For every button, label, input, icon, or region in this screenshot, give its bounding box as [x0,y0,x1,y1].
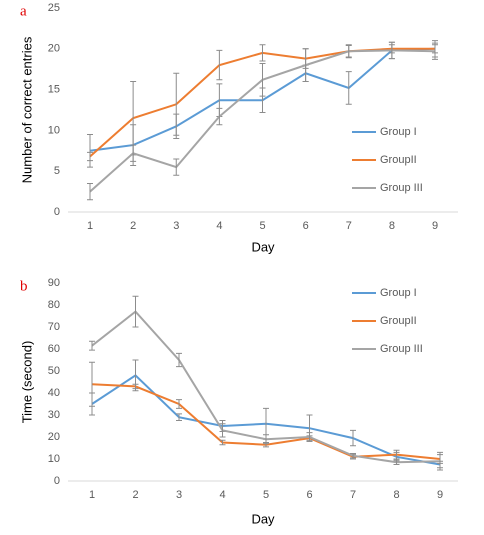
error-bar [393,449,400,460]
x-tick-label: 2 [130,220,136,232]
x-tick-label: 7 [346,220,352,232]
error-bar [350,429,356,447]
x-tick-label: 3 [173,220,179,232]
x-tick-label: 7 [350,489,356,501]
error-bar [306,432,313,442]
y-tick-label: 30 [48,409,60,421]
error-bar [176,413,182,421]
error-bar [173,72,180,136]
y-tick-label: 70 [48,321,60,333]
error-bar [216,49,223,81]
error-bar [388,41,395,60]
legend-label: GroupII [380,315,417,327]
y-tick-label: 60 [48,343,60,355]
error-bar [89,340,95,351]
error-bar [219,423,226,438]
error-bar [302,48,309,82]
x-tick-label: 4 [219,489,225,501]
x-tick-label: 1 [89,489,95,501]
legend-label: Group I [380,126,417,138]
y-tick-label: 0 [54,475,60,487]
panel-label: b [20,278,28,294]
x-tick-label: 6 [303,220,309,232]
panel-label: a [20,3,27,19]
x-tick-label: 8 [389,220,395,232]
error-bar [259,44,266,62]
error-bar [132,295,139,328]
error-bar [173,158,180,176]
legend-label: Group I [380,287,417,299]
error-bar [87,182,93,201]
error-bar [130,144,137,162]
error-bar [437,451,443,471]
x-tick-label: 1 [87,220,93,232]
y-tick-label: 80 [48,299,60,311]
y-tick-label: 90 [48,277,60,289]
legend-label: GroupII [380,154,417,166]
error-bar [216,107,223,126]
y-tick-label: 5 [54,165,60,177]
error-bar [176,399,182,409]
error-bar [89,361,95,407]
error-bar [219,439,226,446]
error-bar [87,133,93,168]
x-tick-label: 2 [132,489,138,501]
legend-label: Group III [380,182,423,194]
y-tick-label: 10 [48,453,60,465]
x-tick-label: 3 [176,489,182,501]
x-tick-label: 6 [306,489,312,501]
x-tick-label: 9 [437,489,443,501]
x-tick-label: 8 [393,489,399,501]
legend-label: Group III [380,343,423,355]
error-bar [87,151,93,162]
error-bar [393,459,400,465]
y-tick-label: 50 [48,365,60,377]
error-bar [350,453,356,459]
y-tick-label: 25 [48,2,60,14]
x-axis-title: Day [251,239,275,254]
error-bar [132,383,139,390]
y-tick-label: 20 [48,43,60,55]
y-axis-title: Number of correct entries [19,36,34,183]
error-bar [432,42,438,60]
y-tick-label: 40 [48,387,60,399]
x-tick-label: 4 [216,220,222,232]
x-axis-title: Day [251,511,275,526]
error-bar [176,352,182,368]
error-bar [345,71,352,105]
error-bar [345,45,352,58]
y-tick-label: 0 [54,206,60,218]
y-tick-label: 20 [48,431,60,443]
error-bar [259,62,266,97]
x-tick-label: 5 [263,489,269,501]
error-bar [263,434,269,445]
x-tick-label: 5 [259,220,265,232]
y-axis-title: Time (second) [19,341,34,424]
y-tick-label: 10 [48,124,60,136]
x-tick-label: 9 [432,220,438,232]
y-tick-label: 15 [48,84,60,96]
